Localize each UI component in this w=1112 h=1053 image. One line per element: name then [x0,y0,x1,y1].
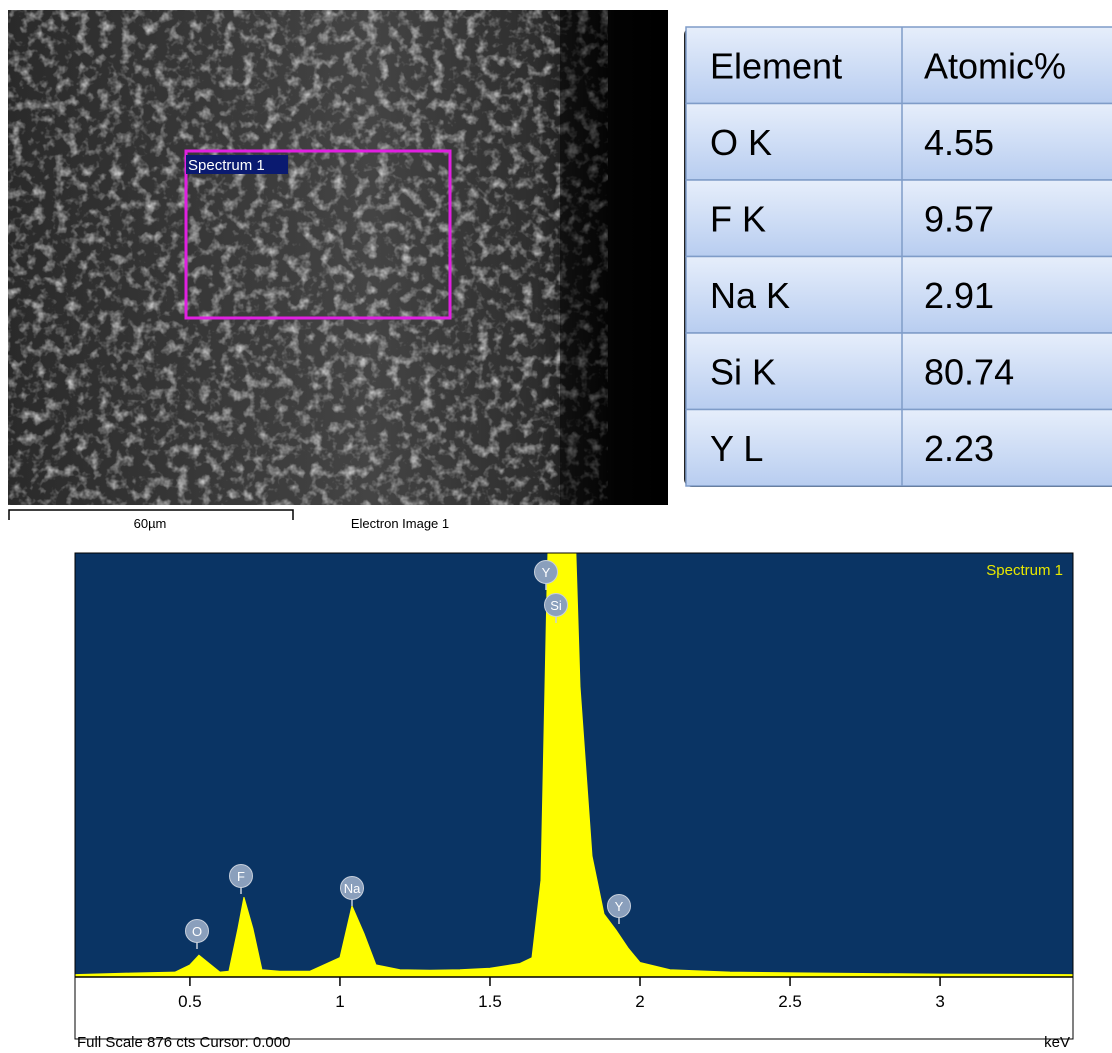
table-cell: Na K [710,275,790,316]
chart-title: Spectrum 1 [986,562,1063,579]
table-cell: 2.23 [924,428,994,469]
sem-dark-edge [560,10,668,505]
table-header-cell: Atomic% [924,45,1066,86]
page: Spectrum 1 60µm Electron Image 1 Element… [0,0,1112,1053]
x-axis-label: keV [1044,1034,1070,1051]
x-tick-label: 0.5 [178,992,202,1011]
peak-label: Y [615,899,624,914]
table-cell: 4.55 [924,122,994,163]
x-tick-label: 2 [635,992,644,1011]
table-cell: Si K [710,351,776,392]
scale-label: 60µm [134,516,167,531]
region-label: Spectrum 1 [188,157,265,174]
table-cell: Y L [710,428,763,469]
sem-texture [8,10,608,505]
peak-label: Y [542,565,551,580]
table: Element Atomic% O K 4.55 F K 9.57 Na K 2.91 Si K… [686,27,1112,486]
peak-label: F [237,869,245,884]
figure: Spectrum 1 60µm Electron Image 1 Element… [0,0,1112,1053]
peak-label: Na [344,881,361,896]
table-cell: 80.74 [924,351,1014,392]
table-cell: 2.91 [924,275,994,316]
x-tick-label: 1.5 [478,992,502,1011]
x-tick-label: 3 [935,992,944,1011]
x-tick-label: 1 [335,992,344,1011]
table-header-cell: Element [710,45,842,86]
image-caption: Electron Image 1 [351,516,449,531]
x-tick-label: 2.5 [778,992,802,1011]
footer: Full Scale 876 cts Cursor: 0.000 [77,1034,290,1051]
table-cell: O K [710,122,772,163]
table-cell: 9.57 [924,198,994,239]
table-cell: F K [710,198,766,239]
peak-label: O [192,924,202,939]
peak-label: Si [550,598,562,613]
